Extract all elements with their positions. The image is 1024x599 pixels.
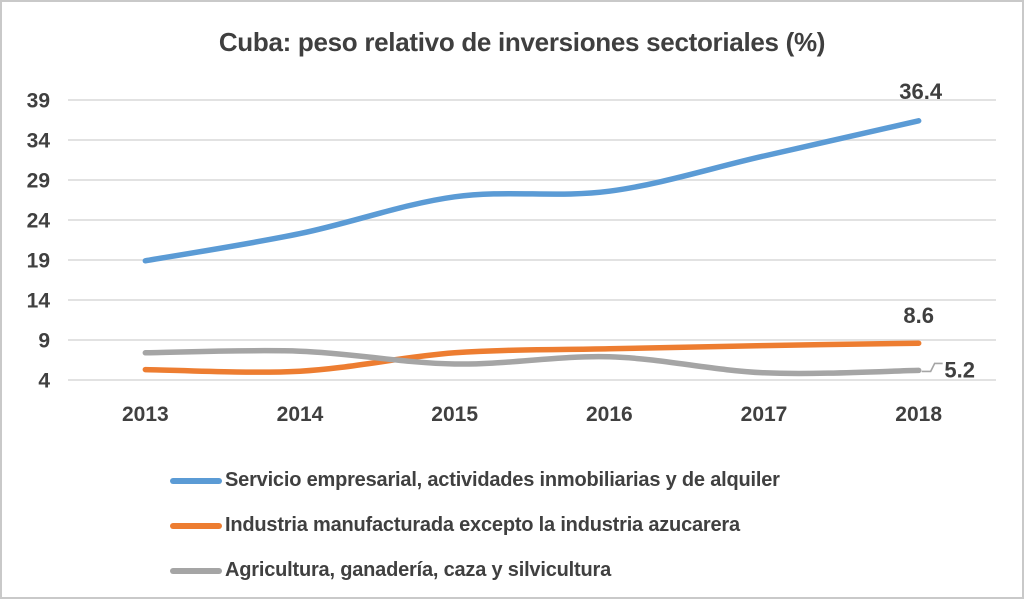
legend-line-swatch-icon xyxy=(170,477,222,484)
y-axis-tick-label: 24 xyxy=(27,210,51,233)
y-axis-tick-label: 4 xyxy=(38,370,50,393)
legend-item-1: Industria manufacturada excepto la indus… xyxy=(170,503,780,548)
legend-line-swatch-icon xyxy=(170,567,222,574)
y-axis-tick-label: 29 xyxy=(27,170,50,193)
data-label-1: 8.6 xyxy=(903,303,934,328)
x-axis-tick-label: 2013 xyxy=(122,403,169,426)
series-line-2 xyxy=(142,347,922,377)
series-line-0 xyxy=(142,118,922,264)
legend-label: Agricultura, ganadería, caza y silvicult… xyxy=(225,559,611,581)
chart-legend: Servicio empresarial, actividades inmobi… xyxy=(170,458,780,593)
x-axis-tick-label: 2018 xyxy=(895,403,942,426)
data-label-leader-line xyxy=(921,362,943,373)
legend-label: Servicio empresarial, actividades inmobi… xyxy=(225,469,780,491)
legend-label: Industria manufacturada excepto la indus… xyxy=(225,514,740,536)
x-axis-tick-label: 2016 xyxy=(586,403,633,426)
y-axis-tick-label: 9 xyxy=(38,330,50,353)
y-axis-tick-label: 14 xyxy=(27,290,51,313)
legend-line-swatch-icon xyxy=(170,522,222,529)
y-axis-tick-label: 39 xyxy=(27,90,50,113)
y-axis-tick-label: 34 xyxy=(27,130,51,153)
data-label-0: 36.4 xyxy=(899,79,943,104)
data-label-2: 5.2 xyxy=(944,357,975,382)
series-line-1 xyxy=(142,340,922,375)
y-axis-tick-label: 19 xyxy=(27,250,50,273)
chart-title: Cuba: peso relativo de inversiones secto… xyxy=(218,27,826,57)
x-axis-tick-label: 2014 xyxy=(277,403,324,426)
legend-item-0: Servicio empresarial, actividades inmobi… xyxy=(170,458,780,503)
x-axis-tick-label: 2015 xyxy=(431,403,478,426)
x-axis-tick-label: 2017 xyxy=(741,403,788,426)
legend-item-2: Agricultura, ganadería, caza y silvicult… xyxy=(170,548,780,593)
line-chart-plot-area: 39 34 29 24 19 14 9 4 2013 2014 2015 2016 2017 2018 36… xyxy=(27,79,996,426)
